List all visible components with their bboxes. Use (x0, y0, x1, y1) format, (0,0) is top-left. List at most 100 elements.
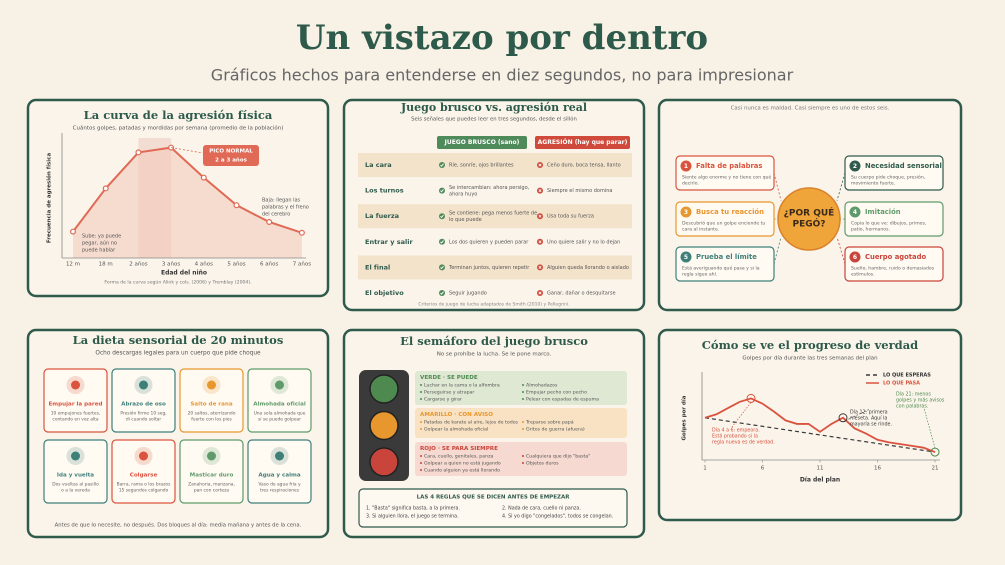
level-item: Cuando alguien ya está llorando (424, 467, 500, 474)
note-text: regla nueva es de verdad. (712, 440, 775, 446)
card-desc: o a la vereda (61, 488, 90, 494)
bullet (522, 455, 524, 457)
card-icon (207, 451, 216, 461)
node-desc: Su cuerpo pide choque, presión, (851, 174, 926, 181)
panel-subtitle: Ocho descargas legales para un cuerpo qu… (95, 351, 261, 357)
node-title: Necesidad sensorial (865, 162, 942, 170)
node-desc: movimiento fuerte. (851, 181, 895, 187)
node-box (675, 246, 775, 282)
page-title: Un vistazo por dentro (296, 18, 708, 58)
row-label: Entrar y salir (365, 238, 413, 246)
card-desc: pan con corteza (194, 488, 230, 494)
x-tick-label: 21 (932, 466, 939, 472)
level-heading: AMARILLO · CON AVISO (420, 412, 493, 418)
row-label: La cara (365, 161, 392, 169)
rise-note: puede hablar (82, 248, 116, 254)
x-tick-label: 5 años (227, 262, 245, 268)
point (266, 219, 273, 226)
card (179, 439, 244, 504)
level-item: Golpear la almohada oficial (424, 427, 488, 433)
level-item: Cargarse y girar (424, 397, 462, 403)
area (73, 147, 302, 258)
card (247, 368, 312, 433)
card-desc: Zanahoria, manzana, (188, 482, 235, 488)
card-desc: tres respiraciones (260, 488, 300, 494)
level-item: Almohadazos (526, 383, 558, 389)
cross-mark (538, 265, 542, 269)
card (179, 368, 244, 433)
diagram-note: Casi nunca es maldad. Casi siempre es un… (731, 106, 890, 112)
card-icon (275, 451, 284, 461)
legend-label: LO QUE PASA (883, 381, 920, 387)
connector (836, 236, 846, 265)
rule: 1. "Basta" significa basta, a la primera… (366, 506, 460, 512)
note-text: Día 12: primera (850, 409, 888, 416)
card-desc: 10 empujones fuertes, (51, 411, 101, 417)
play-text: lo que puede (449, 217, 482, 223)
rise-note: Sube: ya puede (82, 234, 121, 240)
check-mark (440, 291, 444, 295)
node-badge (849, 251, 861, 263)
y-axis-label: Golpes por día (681, 395, 688, 440)
node-title: Prueba el límite (696, 253, 757, 261)
check-mark (440, 189, 444, 193)
source: Forma de la curva según Alink y cols. (2… (104, 279, 251, 286)
panel-title: Juego brusco vs. agresión real (400, 101, 587, 114)
x-tick-label: 6 (761, 466, 765, 472)
node-desc: estímulos. (851, 271, 875, 278)
card-name: Masticar duro (190, 473, 234, 479)
panel-subtitle: Seis señales que puedes leer en tres seg… (411, 116, 577, 123)
check-mark (440, 265, 444, 270)
card-desc: 15 segundos colgando (119, 488, 169, 494)
card-icon (207, 380, 216, 390)
node-title: Busca tu reacción (696, 208, 764, 216)
card (111, 368, 176, 433)
node-badge (680, 160, 692, 172)
note-text: con palabras. (896, 404, 928, 410)
aggression-text: Usa toda su fuerza (547, 214, 594, 220)
point (233, 202, 240, 209)
note-text: golpes y más avisos (896, 397, 945, 404)
connector (773, 172, 782, 201)
node-number: 1 (684, 163, 688, 170)
level-item: Cualquiera que dijo "basta" (526, 454, 590, 460)
play-text: Se intercambian: ahora persigo, (449, 185, 530, 191)
card-desc: Vaso de agua fría y (258, 481, 301, 488)
x-tick-label: 2 años (129, 262, 147, 268)
level-item: Objetos duros (526, 461, 559, 467)
node-desc: patio, hermanos. (851, 227, 890, 233)
series-line (704, 397, 936, 453)
panel-title: La dieta sensorial de 20 minutos (73, 333, 284, 347)
light (369, 410, 399, 441)
card-name: Ida y vuelta (57, 473, 94, 479)
cross-mark (538, 240, 542, 244)
page-subtitle: Gráficos hechos para entenderse en diez … (211, 66, 794, 85)
play-text: Ríe, sonríe, ojos brillantes (449, 162, 514, 169)
fall-note: palabras y el freno (262, 205, 309, 211)
diet-footer: Antes de que lo necesite, no después. Do… (55, 522, 302, 529)
bullet (522, 421, 524, 423)
node-box (844, 155, 944, 191)
center-label: PEGÓ? (792, 218, 825, 230)
node-number: 6 (853, 254, 857, 261)
point (69, 228, 76, 235)
card-desc: Barra, rama o los brazos (117, 482, 172, 488)
aggression-text: Alguien queda llorando o aislado (547, 265, 629, 271)
node-title: Cuerpo agotado (865, 253, 927, 261)
check-mark (440, 163, 444, 167)
rules-box (358, 488, 628, 528)
card-desc: Dos vueltas al pasillo (52, 482, 99, 488)
check-mark (440, 214, 444, 219)
row-label: La fuerza (365, 212, 399, 220)
check-mark (440, 240, 444, 244)
cross-mark (538, 214, 542, 218)
column-header: AGRESIÓN (hay que parar) (538, 139, 628, 146)
x-tick-label: 4 años (195, 262, 213, 268)
panel (26, 328, 330, 539)
note-leader (923, 407, 936, 449)
aggression-text: Siempre el mismo domina (547, 188, 612, 194)
card-icon (275, 380, 284, 390)
x-tick-label: 7 años (293, 262, 311, 268)
level-item: Perseguirse y atrapar (424, 390, 474, 396)
